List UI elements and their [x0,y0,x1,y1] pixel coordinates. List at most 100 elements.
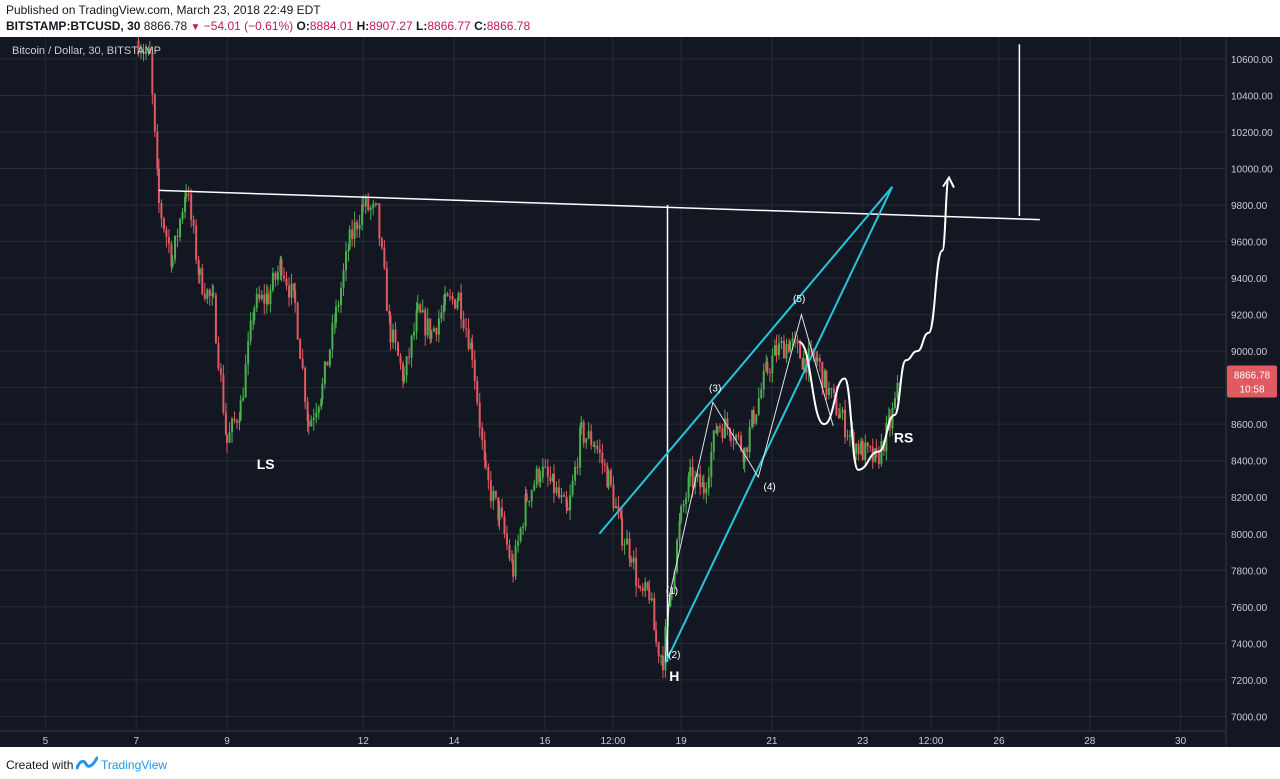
candle-body [691,466,694,488]
candle-body [791,338,794,342]
open-label: O: [296,19,310,33]
candle-body [702,482,705,494]
ohlc-line: BITSTAMP:BTCUSD, 30 8866.78 ▼ −54.01 (−0… [6,19,530,33]
candle-body [716,426,719,434]
candle-body [375,203,378,205]
candle-body [301,359,304,369]
candle-body [442,304,445,313]
candle-body [592,444,595,447]
candle-body [342,270,345,288]
candle-body [606,465,609,488]
candle-body [315,412,318,418]
candle-body [378,203,381,239]
candle-body [538,468,541,482]
candle-body [682,504,685,507]
candle-body [823,370,826,388]
candle-body [525,493,528,502]
trend-line [158,189,1040,221]
candle-body [424,309,427,336]
candle-body [551,473,554,482]
candle-body [347,249,350,252]
candle-body [864,442,867,460]
candle-body [801,358,804,370]
candle-body [478,402,481,428]
elliott-wave-path [664,312,834,662]
candle-body [255,293,258,309]
candle-body [773,345,776,356]
candle-layer [137,37,901,679]
candle-body [470,342,473,350]
candle-body [639,586,642,588]
y-tick-label: 7000.00 [1231,712,1268,723]
candle-body [333,322,336,324]
candle-body [528,501,531,503]
candle-body [880,441,883,464]
candle-body [596,445,599,450]
candle-body [208,289,211,296]
candle-body [705,488,708,494]
candle-body [751,410,754,427]
candle-body [328,349,331,366]
candle-body [211,293,214,296]
candle-body [630,558,633,563]
candle-body [403,375,406,382]
candle-body [517,540,520,546]
candle-body [748,426,751,453]
candle-body [866,442,869,447]
candle-body [432,328,435,332]
tradingview-link[interactable]: TradingView [101,758,168,772]
candle-body [893,398,896,408]
candle-body [701,482,704,488]
candle-body [653,598,656,631]
x-tick-label: 12:00 [600,736,625,747]
last-price-badge: 8866.78 10:58 [1227,365,1277,398]
candle-body [361,204,364,225]
candle-body [185,193,188,198]
candle-body [696,473,699,477]
candle-body [160,203,163,219]
last-price: 8866.78 [143,19,188,33]
wave-label: (1) [666,586,678,597]
candle-body [619,510,622,518]
candle-body [498,507,501,521]
candle-body [614,505,617,509]
x-tick-label: 9 [224,736,230,747]
candle-body [815,357,818,361]
candle-body [796,339,799,344]
candle-body [660,655,663,657]
candle-body [351,229,354,239]
projection-path [798,176,951,471]
candle-body [144,51,147,54]
x-tick-label: 12 [358,736,370,747]
candle-body [321,383,324,400]
candle-body [775,345,778,356]
candle-body [260,294,263,300]
candle-body [860,441,863,455]
candle-body [678,521,681,541]
candle-body [437,318,440,335]
candle-body [877,451,880,464]
candle-body [687,476,690,498]
candle-body [646,582,649,590]
chart-header: Published on TradingView.com, March 23, … [0,0,1280,36]
candle-body [483,440,486,461]
candle-body [190,194,193,220]
chart-area[interactable]: (1) (2) (3) (4) (5) LS H RS 10600.00 10400.00 102… [0,37,1280,747]
price-chart[interactable]: (1) (2) (3) (4) (5) LS H RS 10600.00 10400.00 102… [0,37,1280,747]
candle-body [484,460,487,467]
candle-body [165,229,168,237]
candle-body [345,251,348,271]
candle-body [367,197,370,211]
wedge-line [598,186,894,535]
candle-body [253,308,256,321]
candle-body [740,435,743,451]
candle-body [571,480,574,496]
candle-body [162,218,165,230]
candle-body [512,560,515,577]
pattern-label: H [669,668,679,684]
candle-body [875,448,878,452]
candle-body [481,427,484,441]
candle-body [242,397,245,401]
candle-body [153,94,156,132]
candle-body [555,487,558,494]
